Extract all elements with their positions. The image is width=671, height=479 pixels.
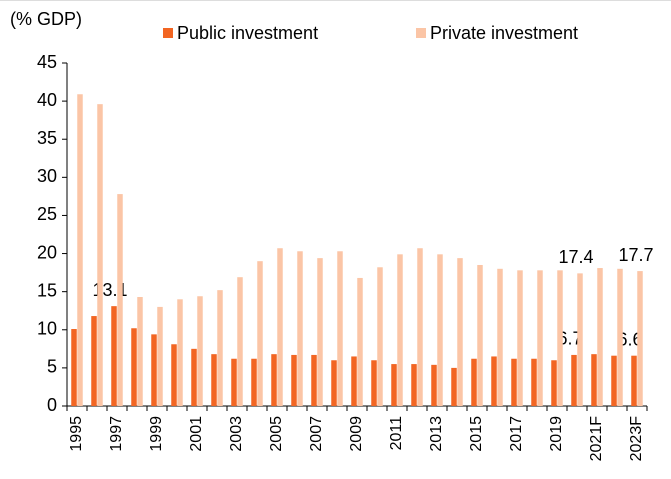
bar xyxy=(357,277,363,406)
bar xyxy=(417,248,423,406)
x-tick-label: 2001 xyxy=(188,416,205,452)
bar xyxy=(531,358,537,406)
bar xyxy=(251,358,257,406)
x-tick-label: 2021F xyxy=(588,416,605,462)
bar xyxy=(91,316,97,406)
bar xyxy=(97,104,103,406)
bar xyxy=(397,254,403,406)
bar xyxy=(297,251,303,406)
bar xyxy=(171,344,177,406)
data-label: 17.7 xyxy=(618,245,653,265)
bar xyxy=(431,364,437,406)
bar xyxy=(231,358,237,406)
bar xyxy=(437,254,443,406)
bar xyxy=(337,251,343,406)
bar xyxy=(151,334,157,406)
x-tick-label: 1997 xyxy=(108,416,125,452)
bar xyxy=(631,355,637,406)
x-tick-label: 2009 xyxy=(348,416,365,452)
bar xyxy=(537,270,543,406)
y-tick-label: 0 xyxy=(47,395,57,415)
bar xyxy=(237,277,243,406)
bar xyxy=(551,360,557,406)
bar xyxy=(477,264,483,406)
bar xyxy=(351,356,357,406)
legend-label: Private investment xyxy=(430,23,578,43)
bar xyxy=(611,355,617,406)
x-tick-label: 2015 xyxy=(468,416,485,452)
y-tick-label: 45 xyxy=(37,52,57,72)
bar xyxy=(617,268,623,406)
x-tick-label: 2011 xyxy=(388,416,405,451)
bar xyxy=(271,354,277,406)
bar xyxy=(291,354,297,406)
bar xyxy=(371,360,377,406)
bar xyxy=(211,354,217,406)
y-tick-label: 5 xyxy=(47,357,57,377)
legend-swatch xyxy=(416,28,426,38)
legend-swatch xyxy=(163,28,173,38)
x-tick-label: 1995 xyxy=(68,416,85,452)
bar xyxy=(451,367,457,406)
bar xyxy=(491,356,497,406)
bar xyxy=(577,273,583,406)
bar xyxy=(411,364,417,406)
x-tick-label: 2003 xyxy=(228,416,245,452)
legend-label: Public investment xyxy=(177,23,318,43)
bar xyxy=(511,358,517,406)
bar xyxy=(77,94,83,407)
y-tick-label: 25 xyxy=(37,204,57,224)
bar xyxy=(637,271,643,406)
x-tick-label: 2019 xyxy=(548,416,565,452)
bar xyxy=(377,267,383,406)
bar xyxy=(457,258,463,406)
bar xyxy=(131,328,137,406)
data-label: 6.6 xyxy=(617,329,642,349)
data-label: 17.4 xyxy=(558,247,593,267)
y-tick-label: 10 xyxy=(37,319,57,339)
bar xyxy=(597,268,603,406)
y-tick-label: 20 xyxy=(37,242,57,262)
bar xyxy=(391,364,397,406)
bar xyxy=(311,354,317,406)
bar xyxy=(197,296,203,406)
bar xyxy=(71,329,77,406)
y-axis-label: (% GDP) xyxy=(10,9,82,29)
bar xyxy=(177,299,183,406)
data-label: 6.7 xyxy=(557,329,582,349)
bar xyxy=(117,194,123,406)
x-tick-label: 2023F xyxy=(628,416,645,462)
bar xyxy=(191,348,197,406)
x-tick-label: 2013 xyxy=(428,416,445,452)
bar xyxy=(217,290,223,406)
bar xyxy=(591,354,597,406)
x-tick-label: 2017 xyxy=(508,416,525,452)
bar xyxy=(471,358,477,406)
y-tick-label: 35 xyxy=(37,128,57,148)
bar xyxy=(571,354,577,406)
y-tick-label: 15 xyxy=(37,280,57,300)
bar xyxy=(277,248,283,406)
bar xyxy=(517,270,523,406)
x-tick-label: 2005 xyxy=(268,416,285,452)
bar xyxy=(157,306,163,406)
bar xyxy=(497,268,503,406)
bar xyxy=(111,306,117,406)
x-tick-label: 2007 xyxy=(308,416,325,452)
bar xyxy=(557,270,563,406)
x-tick-label: 1999 xyxy=(148,416,165,452)
y-tick-label: 40 xyxy=(37,90,57,110)
bar xyxy=(317,258,323,406)
bar xyxy=(257,261,263,406)
bar xyxy=(331,360,337,406)
bar xyxy=(137,297,143,406)
y-tick-label: 30 xyxy=(37,166,57,186)
